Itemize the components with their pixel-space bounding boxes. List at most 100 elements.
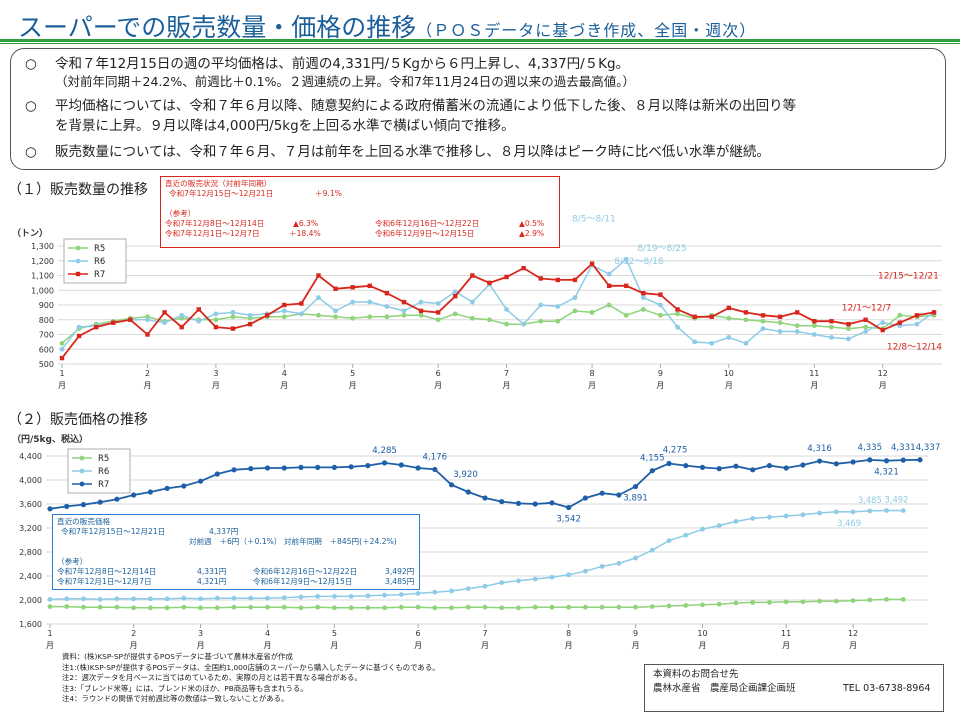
data-point-r7 [549, 500, 555, 506]
data-point-r5 [469, 315, 475, 321]
data-point-r5 [649, 604, 655, 609]
x-tick-suffix: 月 [656, 381, 664, 390]
x-tick-label: 10 [724, 369, 734, 378]
x-tick-suffix: 月 [434, 381, 442, 390]
legend-label: R5 [94, 244, 105, 254]
data-point-r7 [487, 280, 492, 286]
series-line-r5 [50, 598, 904, 609]
data-point-r7 [76, 333, 82, 339]
data-point-r5 [350, 315, 356, 321]
summary-line: 販売数量については、令和７年６月、７月は前年を上回る水準で推移し、８月以降はピー… [55, 144, 770, 160]
data-point-r7 [616, 492, 622, 498]
x-tick-label: 4 [265, 629, 270, 638]
x-tick-label: 10 [697, 629, 707, 638]
data-point-r7 [692, 314, 697, 319]
data-point-r6 [281, 308, 287, 314]
data-point-r7 [470, 273, 475, 278]
data-point-r6 [850, 509, 856, 515]
legend-marker [79, 468, 85, 474]
x-tick-suffix: 月 [725, 381, 733, 390]
price-box-heading: 直近の販売価格 [57, 517, 111, 526]
data-point-r7 [599, 490, 605, 496]
data-point-r5 [900, 597, 906, 602]
note-line: 注4：ラウンドの関係で対前週比等の数値は一致しないことがある。 [62, 694, 289, 703]
x-tick-label: 4 [282, 369, 287, 378]
data-point-r6 [666, 538, 672, 543]
legend-label: R5 [98, 454, 109, 464]
data-label-r7: 4,155 [640, 454, 665, 464]
title-rule-thin [0, 43, 960, 44]
data-point-r7 [833, 461, 839, 467]
data-point-r6 [733, 519, 739, 524]
x-tick-suffix: 月 [264, 641, 272, 650]
price-box-row: 令和7年12月1日～12月7日 4,321円 令和6年12月9日～12月15日 … [57, 577, 415, 586]
volume-section-title: （１）販売数量の推移 [8, 182, 148, 198]
summary-line: を背景に上昇。９月以降は4,000円/5kgを上回る水準で横ばい傾向で推移。 [55, 118, 515, 134]
x-tick-suffix: 月 [632, 641, 640, 650]
x-tick-label: 2 [145, 369, 150, 378]
data-point-r7 [515, 500, 522, 506]
data-point-r5 [332, 605, 337, 611]
series-line-r6 [61, 258, 935, 350]
data-point-r7 [555, 277, 561, 283]
data-point-r5 [198, 605, 203, 611]
page-title-main: スーパーでの販売数量・価格の推移 [18, 13, 417, 42]
data-point-r6 [350, 299, 356, 305]
data-point-r6 [298, 311, 304, 317]
data-point-r6 [59, 346, 65, 352]
data-point-r7 [897, 320, 903, 325]
legend-label: R7 [94, 270, 105, 280]
data-point-r5 [532, 604, 538, 610]
data-point-r6 [196, 318, 202, 324]
data-point-r7 [264, 313, 270, 318]
data-point-r5 [348, 605, 354, 611]
data-point-r6 [709, 340, 715, 346]
note-line: 注2：週次データを月ベースに当てはめているため、実際の月とは若干異なる場合がある… [62, 673, 362, 682]
bullet-mark: ○ [25, 144, 37, 160]
price-box-latest: 令和7年12月15日～12月21日 4,337円 [61, 527, 239, 536]
data-point-r6 [333, 308, 338, 314]
data-point-r7 [532, 501, 538, 507]
data-point-r6 [435, 301, 441, 306]
chart-annotation: 8/19～8/25 [637, 244, 686, 254]
data-label-r7: 4,176 [423, 452, 448, 462]
data-point-r7 [131, 492, 137, 498]
data-point-r5 [64, 604, 70, 609]
data-point-r7 [162, 310, 167, 315]
data-point-r5 [800, 599, 806, 605]
x-tick-suffix: 月 [782, 641, 790, 650]
data-point-r7 [231, 467, 237, 473]
data-point-r6 [700, 526, 705, 532]
bullet-mark: ○ [25, 98, 37, 114]
data-point-r5 [811, 323, 817, 329]
data-point-r5 [482, 604, 488, 610]
data-point-r5 [833, 598, 839, 604]
data-point-r7 [164, 485, 170, 491]
data-point-r7 [783, 465, 789, 471]
data-label-r7: 3,920 [453, 470, 478, 480]
y-tick-label: 700 [39, 331, 54, 340]
data-point-r5 [298, 605, 304, 611]
data-point-r7 [624, 283, 629, 289]
data-point-r6 [281, 595, 287, 600]
data-point-r7 [716, 466, 722, 472]
data-point-r7 [350, 285, 355, 290]
data-point-r5 [465, 604, 471, 610]
data-point-r7 [760, 313, 766, 318]
data-point-r5 [733, 600, 739, 606]
data-point-r5 [516, 605, 521, 611]
data-point-r7 [418, 308, 424, 314]
legend-marker [79, 455, 85, 461]
data-point-r5 [867, 597, 873, 603]
y-tick-label: 500 [39, 360, 54, 369]
x-tick-label: 8 [589, 369, 594, 378]
data-point-r5 [281, 604, 287, 610]
volume-box-row: 令和7年12月1日～12月7日 ＋18.4% 令和6年12月9日～12月15日 … [165, 229, 545, 238]
summary-line: （対前年同期＋24.2%、前週比＋0.1%。２週連続の上昇。令和7年11月24日… [55, 74, 635, 89]
data-point-r6 [382, 592, 388, 598]
data-point-r6 [572, 295, 578, 301]
data-point-r5 [415, 604, 421, 610]
data-point-r7 [299, 301, 304, 306]
contact-tel: TEL 03-6738-8964 [843, 683, 931, 694]
x-tick-label: 11 [809, 369, 819, 378]
